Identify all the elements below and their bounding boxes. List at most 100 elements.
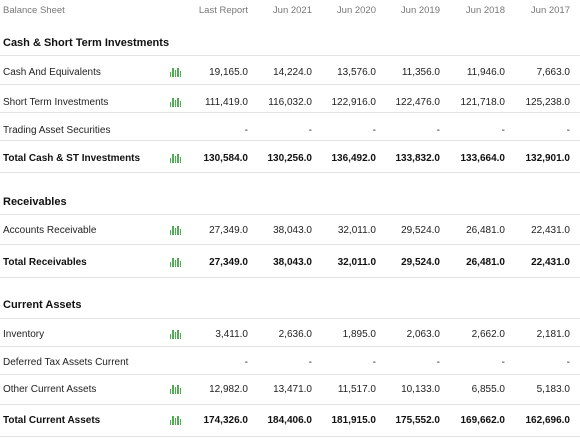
table-row: Total Current Assets 174,326.0 184,406.0 18… — [0, 411, 580, 429]
value-cell: 11,517.0 — [337, 383, 376, 395]
row-divider — [0, 55, 580, 56]
column-header: Last Report — [198, 4, 248, 16]
value-cell: 121,718.0 — [460, 96, 506, 108]
value-cell: - — [436, 356, 440, 368]
value-cell: - — [244, 356, 248, 368]
table-row: Total Cash & ST Investments 130,584.0 130,… — [0, 149, 580, 167]
row-divider — [0, 404, 580, 405]
section-title: Cash & Short Term Investments — [3, 37, 170, 49]
row-label: Total Receivables — [3, 256, 87, 268]
value-cell: 38,043.0 — [273, 224, 312, 236]
value-cell: 5,183.0 — [536, 383, 570, 395]
column-header: Jun 2021 — [272, 4, 312, 16]
row-divider — [0, 244, 580, 245]
value-cell: 13,471.0 — [273, 383, 312, 395]
value-cell: - — [436, 124, 440, 136]
row-label: Inventory — [3, 328, 45, 340]
value-cell: 29,524.0 — [401, 256, 440, 268]
sparkline-icon[interactable] — [170, 225, 184, 235]
table-row: Inventory 3,411.0 2,636.0 1,895.0 2,063.0 2,6… — [0, 325, 580, 343]
sparkline-icon[interactable] — [170, 257, 184, 267]
row-label: Trading Asset Securities — [3, 124, 111, 136]
value-cell: 32,011.0 — [337, 224, 376, 236]
value-cell: 11,356.0 — [401, 66, 440, 78]
row-divider — [0, 374, 580, 375]
value-cell: 133,664.0 — [460, 152, 506, 164]
section-title-row: Receivables — [0, 193, 580, 211]
value-cell: 136,492.0 — [331, 152, 377, 164]
sparkline-icon[interactable] — [170, 153, 184, 163]
value-cell: - — [308, 356, 312, 368]
row-divider — [0, 214, 580, 215]
table-row: Accounts Receivable 27,349.0 38,043.0 32,01… — [0, 221, 580, 239]
row-divider — [0, 140, 580, 141]
value-cell: 2,063.0 — [406, 328, 440, 340]
value-cell: 174,326.0 — [203, 414, 249, 426]
value-cell: 162,696.0 — [525, 414, 571, 426]
row-divider — [0, 277, 580, 278]
section-title-row: Cash & Short Term Investments — [0, 34, 580, 52]
row-divider — [0, 172, 580, 173]
row-label: Accounts Receivable — [3, 224, 97, 236]
value-cell: 14,224.0 — [273, 66, 312, 78]
value-cell: 7,663.0 — [536, 66, 570, 78]
value-cell: 29,524.0 — [401, 224, 440, 236]
value-cell: 130,256.0 — [267, 152, 313, 164]
value-cell: 122,916.0 — [331, 96, 377, 108]
value-cell: 175,552.0 — [395, 414, 441, 426]
table-row: Total Receivables 27,349.0 38,043.0 32,011.… — [0, 253, 580, 271]
row-divider — [0, 112, 580, 113]
sparkline-icon[interactable] — [170, 384, 184, 394]
section-title: Receivables — [3, 196, 67, 208]
sparkline-icon[interactable] — [170, 415, 184, 425]
value-cell: - — [244, 124, 248, 136]
value-cell: 122,476.0 — [395, 96, 441, 108]
value-cell: 1,895.0 — [342, 328, 376, 340]
row-label: Deferred Tax Assets Current — [3, 356, 129, 368]
value-cell: - — [501, 124, 505, 136]
table-row: Other Current Assets 12,982.0 13,471.0 11,5… — [0, 380, 580, 398]
column-header: Jun 2017 — [530, 4, 570, 16]
table-row: Short Term Investments 111,419.0 116,032.0… — [0, 93, 580, 111]
row-label: Cash And Equivalents — [3, 66, 101, 78]
table-title: Balance Sheet — [3, 4, 65, 16]
table-row: Deferred Tax Assets Current - - - - - - — [0, 353, 580, 371]
value-cell: 26,481.0 — [466, 224, 505, 236]
value-cell: 6,855.0 — [471, 383, 505, 395]
value-cell: 3,411.0 — [215, 328, 248, 340]
row-label: Other Current Assets — [3, 383, 97, 395]
column-header: Jun 2020 — [336, 4, 376, 16]
row-divider — [0, 318, 580, 319]
value-cell: 116,032.0 — [268, 96, 312, 108]
value-cell: 2,636.0 — [278, 328, 312, 340]
row-label: Short Term Investments — [3, 96, 109, 108]
value-cell: 130,584.0 — [203, 152, 249, 164]
value-cell: - — [372, 356, 376, 368]
table-header: Balance Sheet Last Report Jun 2021 Jun 202… — [0, 2, 580, 18]
value-cell: 2,181.0 — [536, 328, 570, 340]
row-divider — [0, 346, 580, 347]
value-cell: 181,915.0 — [331, 414, 377, 426]
value-cell: 13,576.0 — [337, 66, 376, 78]
value-cell: 125,238.0 — [525, 96, 571, 108]
value-cell: 38,043.0 — [273, 256, 312, 268]
value-cell: - — [501, 356, 505, 368]
sparkline-icon[interactable] — [170, 97, 184, 107]
column-header: Jun 2018 — [465, 4, 505, 16]
value-cell: 27,349.0 — [209, 224, 248, 236]
table-row: Cash And Equivalents 19,165.0 14,224.0 13,5… — [0, 63, 580, 81]
value-cell: 2,662.0 — [471, 328, 505, 340]
table-row: Trading Asset Securities - - - - - - — [0, 121, 580, 139]
value-cell: - — [308, 124, 312, 136]
section-title: Current Assets — [3, 299, 82, 311]
value-cell: 184,406.0 — [267, 414, 313, 426]
sparkline-icon[interactable] — [170, 67, 184, 77]
row-label: Total Current Assets — [3, 414, 101, 426]
value-cell: 12,982.0 — [209, 383, 248, 395]
value-cell: - — [372, 124, 376, 136]
value-cell: 22,431.0 — [531, 224, 570, 236]
row-divider — [0, 436, 580, 437]
sparkline-icon[interactable] — [170, 329, 184, 339]
value-cell: 32,011.0 — [337, 256, 376, 268]
